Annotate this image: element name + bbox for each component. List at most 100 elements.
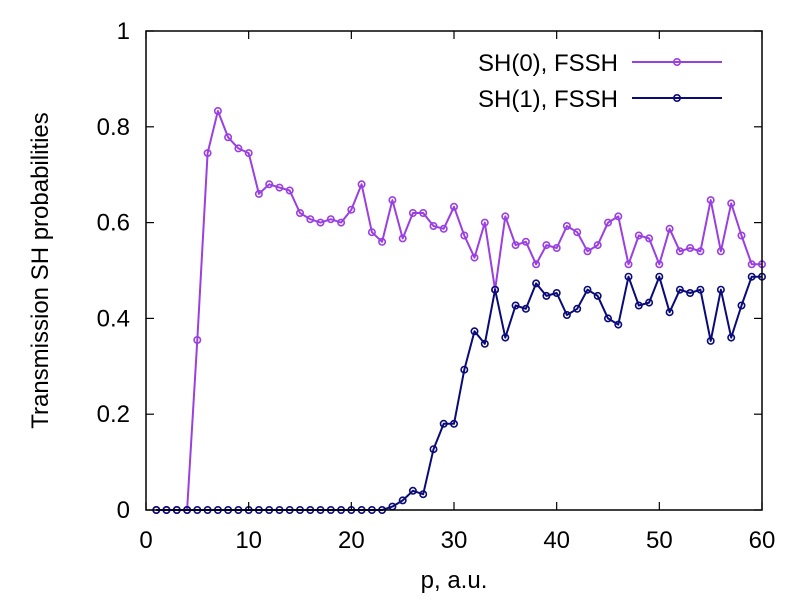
data-point-series-1	[316, 218, 325, 227]
data-point-series-1	[552, 244, 561, 253]
x-tick-label: 0	[139, 527, 152, 554]
y-tick-label: 0	[117, 497, 130, 524]
data-point-series-2	[449, 419, 458, 428]
y-tick-label: 1	[117, 18, 130, 45]
data-point-series-1	[614, 212, 623, 221]
data-point-series-2	[562, 310, 571, 319]
data-point-series-1	[326, 215, 335, 224]
data-point-series-1	[347, 205, 356, 214]
data-point-series-1	[213, 107, 222, 116]
data-point-series-1	[696, 247, 705, 256]
legend-swatch-marker	[672, 94, 681, 103]
data-point-series-1	[532, 260, 541, 269]
data-point-series-1	[275, 183, 284, 192]
x-tick-label: 50	[646, 527, 673, 554]
data-point-series-2	[696, 285, 705, 294]
legend: SH(0), FSSH SH(1), FSSH	[478, 50, 722, 113]
data-point-series-2	[645, 298, 654, 307]
data-point-series-1	[224, 133, 233, 142]
data-point-series-2	[429, 445, 438, 454]
data-point-series-1	[675, 247, 684, 256]
data-point-series-2	[593, 291, 602, 300]
series-line-2	[156, 275, 762, 511]
data-point-series-2	[470, 327, 479, 336]
data-point-series-2	[716, 285, 725, 294]
data-point-series-1	[603, 218, 612, 227]
data-point-series-1	[357, 180, 366, 189]
data-point-series-1	[747, 260, 756, 269]
data-point-series-1	[234, 144, 243, 153]
data-point-series-2	[542, 291, 551, 300]
data-point-series-1	[624, 260, 633, 269]
data-point-series-2	[665, 308, 674, 317]
data-point-series-2	[624, 272, 633, 281]
plot-lines	[156, 110, 762, 511]
data-point-series-2	[675, 285, 684, 294]
data-point-series-2	[521, 304, 530, 313]
data-point-series-2	[614, 320, 623, 329]
data-point-series-2	[398, 496, 407, 505]
data-point-series-1	[501, 212, 510, 221]
data-point-series-1	[429, 222, 438, 231]
data-point-series-1	[398, 234, 407, 243]
data-point-series-1	[706, 196, 715, 205]
x-tick-label: 60	[749, 527, 776, 554]
data-point-series-2	[439, 419, 448, 428]
data-point-series-2	[419, 490, 428, 499]
data-point-series-1	[203, 149, 212, 158]
data-point-series-1	[408, 209, 417, 218]
y-axis-title: Transmission SH probabilities	[27, 112, 54, 429]
data-point-series-1	[727, 199, 736, 208]
data-point-series-1	[645, 234, 654, 243]
data-point-series-1	[593, 241, 602, 250]
data-point-series-2	[408, 486, 417, 495]
data-point-series-2	[747, 272, 756, 281]
data-point-series-2	[501, 333, 510, 342]
tick-labels: 0 10 20 30 40 50 60 0 0.2 0.4 0.6 0.8 1	[97, 18, 776, 554]
legend-label: SH(1), FSSH	[478, 86, 618, 113]
data-point-series-2	[655, 272, 664, 281]
data-point-series-2	[686, 288, 695, 297]
axis-ticks	[145, 30, 763, 511]
data-point-series-2	[737, 301, 746, 310]
y-tick-label: 0.8	[97, 114, 130, 141]
data-point-series-2	[603, 314, 612, 323]
data-point-series-1	[573, 228, 582, 237]
legend-label: SH(0), FSSH	[478, 50, 618, 77]
data-point-series-1	[337, 218, 346, 227]
series-line-1	[156, 110, 762, 511]
data-point-series-1	[665, 224, 674, 233]
data-point-series-1	[285, 186, 294, 195]
data-point-series-2	[573, 304, 582, 313]
y-tick-label: 0.4	[97, 305, 130, 332]
data-point-series-1	[244, 149, 253, 158]
data-point-series-1	[378, 237, 387, 246]
data-point-series-2	[511, 301, 520, 310]
data-point-series-1	[686, 244, 695, 253]
data-point-series-1	[521, 237, 530, 246]
x-tick-label: 10	[235, 527, 262, 554]
data-point-series-1	[542, 241, 551, 250]
data-point-series-1	[419, 209, 428, 218]
x-tick-label: 30	[441, 527, 468, 554]
data-point-series-1	[562, 222, 571, 231]
data-point-series-2	[460, 365, 469, 374]
plot-markers	[152, 107, 766, 514]
data-point-series-2	[491, 285, 500, 294]
data-point-series-1	[460, 231, 469, 240]
data-point-series-1	[439, 224, 448, 233]
data-point-series-1	[737, 231, 746, 240]
data-point-series-1	[634, 231, 643, 240]
data-point-series-1	[367, 228, 376, 237]
data-point-series-1	[388, 196, 397, 205]
data-point-series-2	[583, 285, 592, 294]
legend-swatch-marker	[672, 57, 681, 66]
data-point-series-1	[295, 209, 304, 218]
data-point-series-1	[470, 253, 479, 262]
x-axis-title: p, a.u.	[421, 567, 488, 594]
data-point-series-1	[480, 218, 489, 227]
data-point-series-2	[727, 333, 736, 342]
data-point-series-1	[655, 260, 664, 269]
